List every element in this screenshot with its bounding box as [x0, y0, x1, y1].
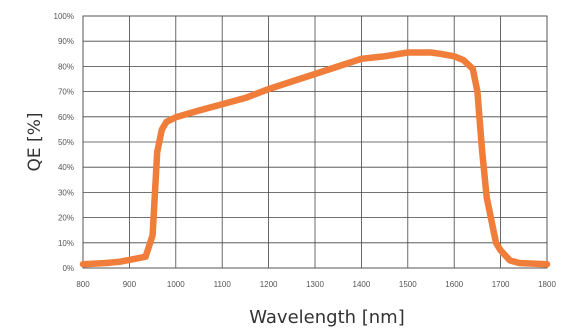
y-tick-label-10: 100%	[54, 12, 74, 21]
y-tick-label-1: 10%	[58, 239, 74, 248]
series-group	[79, 49, 551, 268]
y-tick-label-7: 70%	[58, 88, 74, 97]
x-tick-label-7: 1500	[399, 280, 417, 289]
y-tick-label-8: 80%	[58, 62, 74, 71]
x-tick-label-1: 900	[123, 280, 137, 289]
y-tick-labels: 0% 10% 20% 30% 40% 50% 60% 70% 80% 90% 100%	[54, 12, 74, 273]
x-tick-label-8: 1600	[445, 280, 463, 289]
x-tick-label-2: 1000	[167, 280, 185, 289]
x-tick-label-3: 1100	[214, 280, 232, 289]
y-tick-label-6: 60%	[58, 113, 74, 122]
y-tick-label-4: 40%	[58, 163, 74, 172]
x-tick-label-4: 1200	[260, 280, 278, 289]
plot-frame	[82, 15, 548, 269]
y-tick-label-2: 20%	[58, 214, 74, 223]
x-tick-label-9: 1700	[492, 280, 510, 289]
x-axis-label: Wavelength [nm]	[249, 307, 405, 328]
x-tick-label-0: 800	[76, 280, 90, 289]
y-tick-label-9: 90%	[58, 37, 74, 46]
y-tick-label-0: 0%	[62, 264, 74, 273]
x-tick-label-10: 1800	[538, 280, 556, 289]
x-tick-label-6: 1400	[353, 280, 371, 289]
y-tick-label-5: 50%	[58, 138, 74, 147]
y-axis-label: QE [%]	[25, 113, 45, 172]
qe-series-line-0	[79, 49, 551, 268]
x-tick-labels: 800 900 1000 1100 1200 1300 1400 1500 1600 1700 18…	[76, 280, 556, 289]
x-tick-label-5: 1300	[306, 280, 324, 289]
y-tick-label-3: 30%	[58, 188, 74, 197]
